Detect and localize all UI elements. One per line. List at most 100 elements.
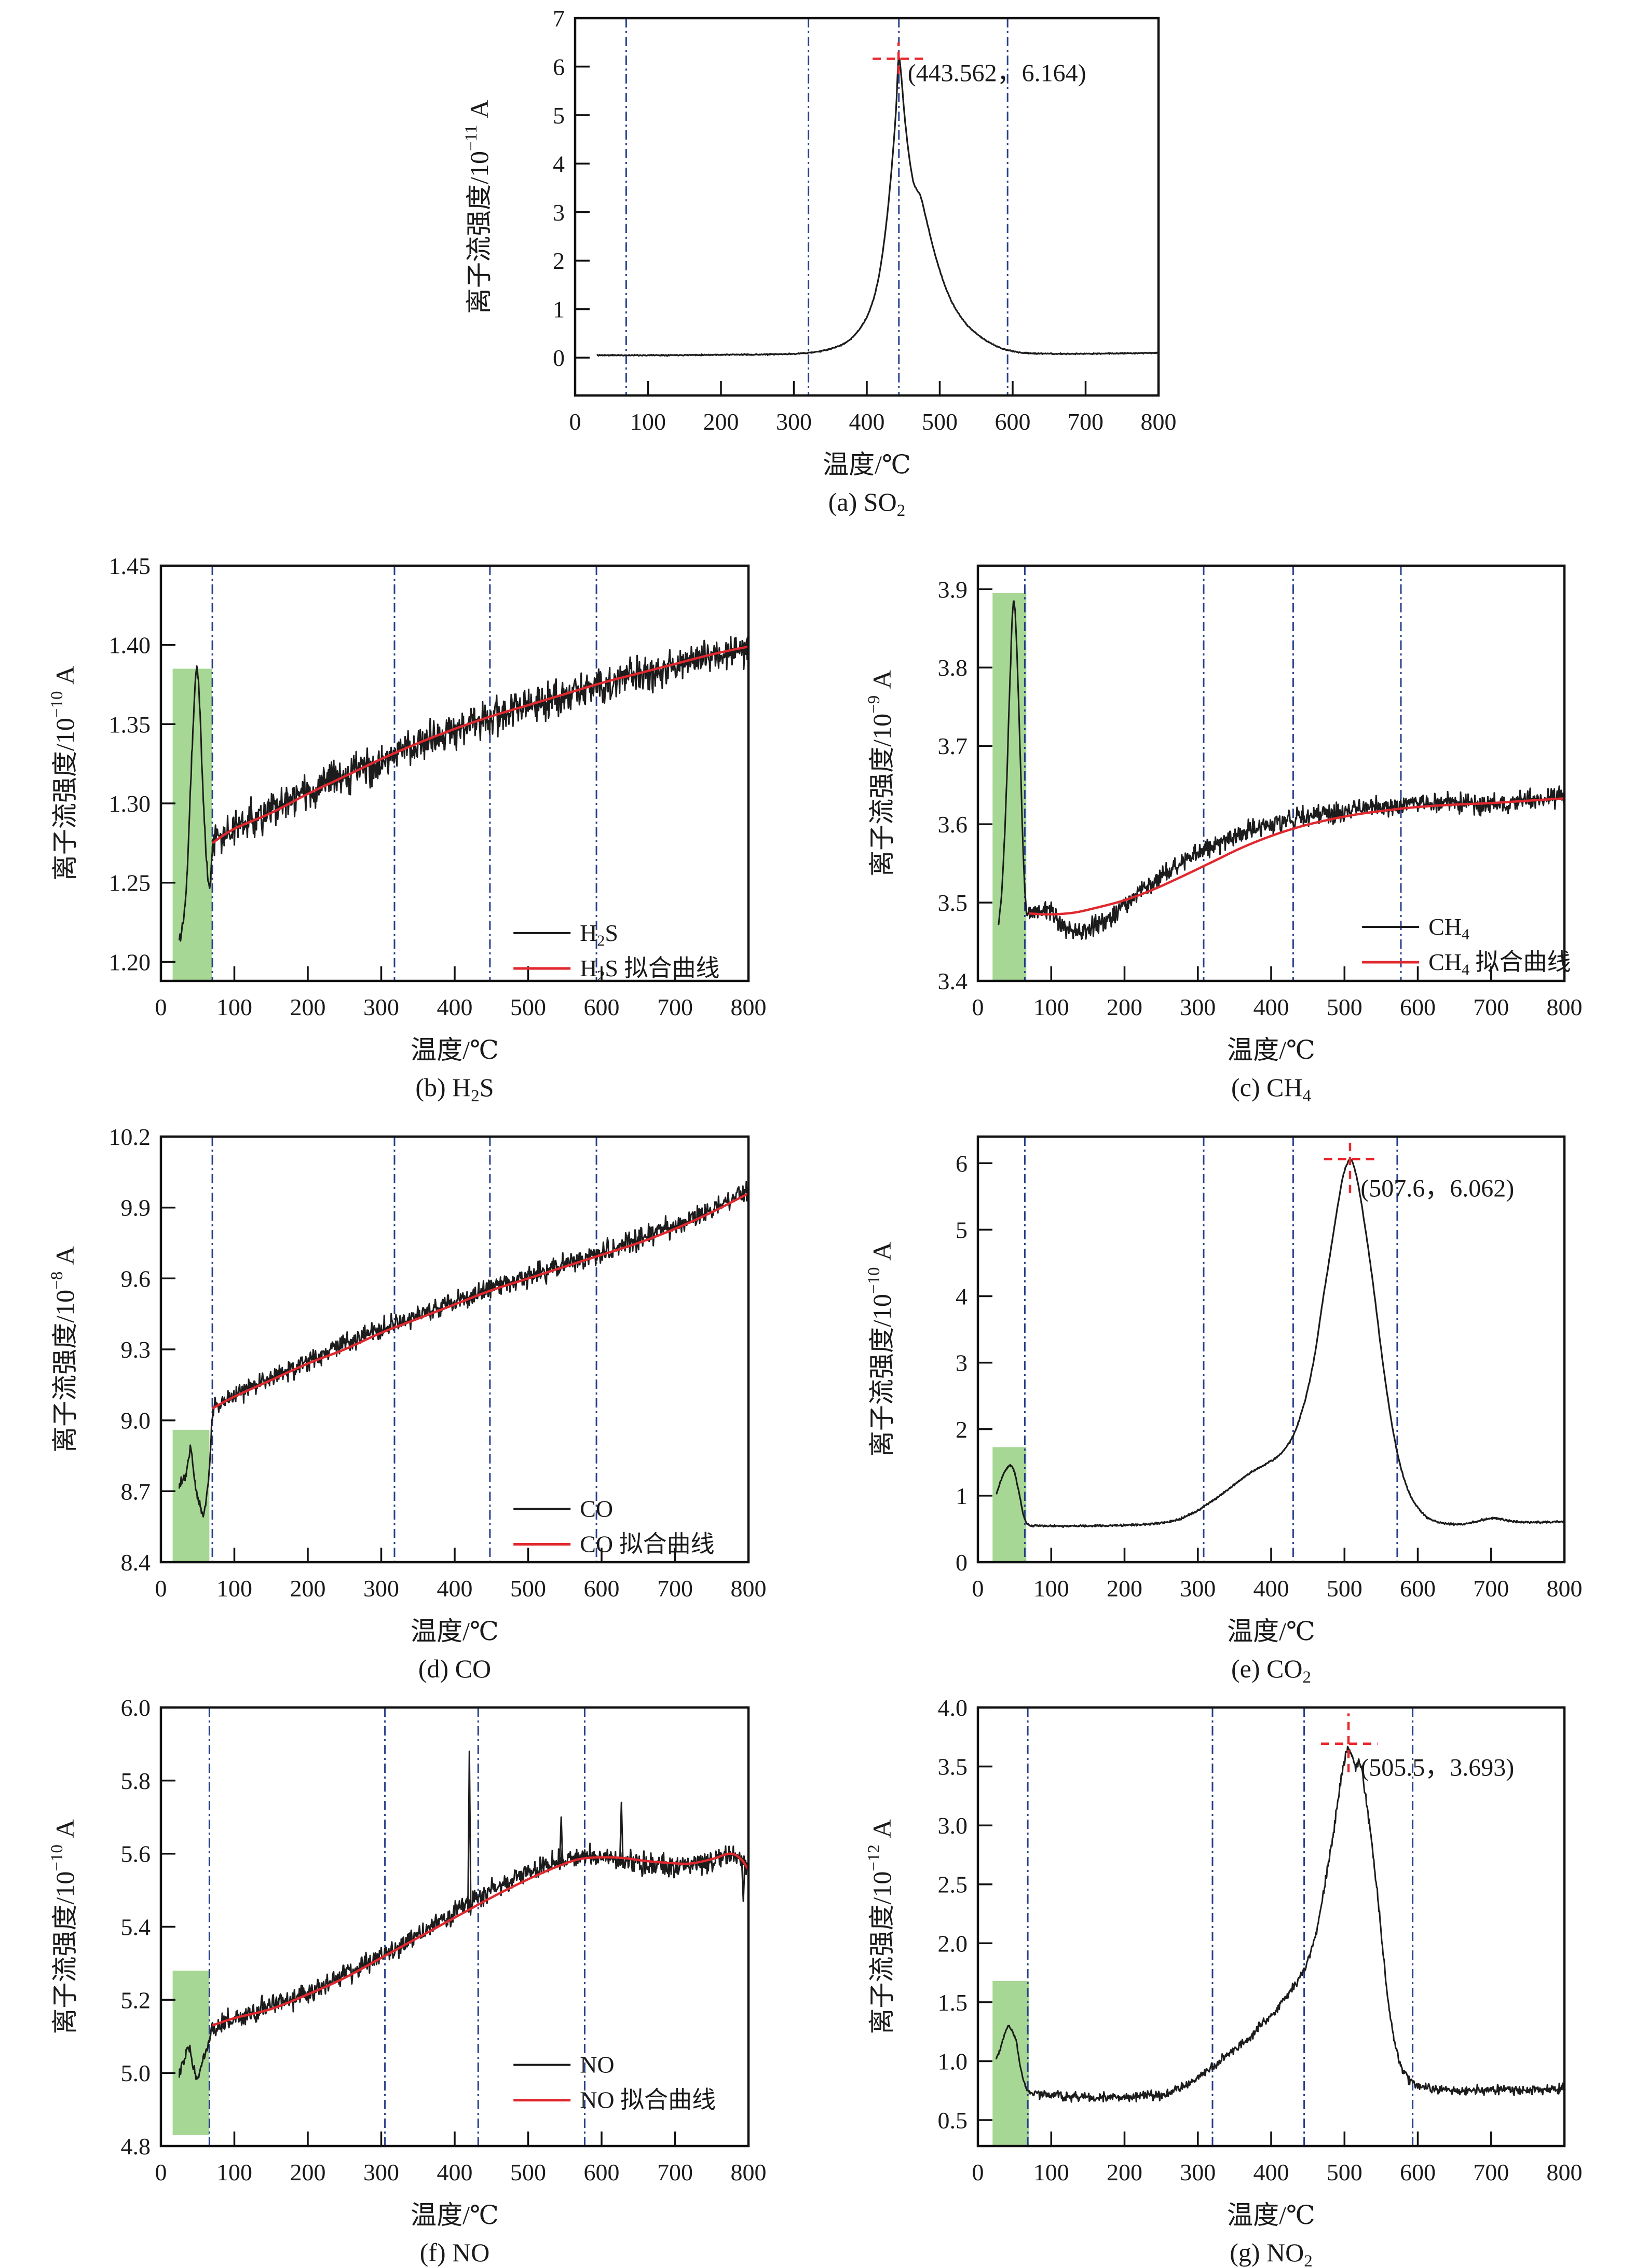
subplot-caption: (a) SO2 <box>828 487 905 520</box>
x-tick-label: 0 <box>155 994 167 1020</box>
x-tick-label: 800 <box>1547 1575 1583 1602</box>
x-tick-label: 200 <box>290 994 326 1020</box>
chart-d: 0 100 200 300 400 500 600 700 800 8.4 8.7 9.0 9.3 9.6… <box>48 1124 767 1683</box>
subplot-caption: (g) NO2 <box>1230 2238 1313 2268</box>
peak-annotation: (507.6，6.062) <box>1324 1138 1514 1202</box>
series-CO2-curve <box>996 1157 1564 1528</box>
subplot-caption: (b) H2S <box>415 1073 494 1105</box>
x-tick-label: 400 <box>437 1575 473 1602</box>
x-tick-label: 600 <box>584 994 620 1020</box>
x-tick-label: 300 <box>776 408 812 435</box>
peak-annotation-label: (443.562，6.164) <box>908 60 1086 87</box>
x-axis-title: 温度/℃ <box>823 450 911 479</box>
x-axis-title: 温度/℃ <box>411 2201 499 2230</box>
x-tick-label: 0 <box>155 2159 167 2185</box>
y-tick-label: 6 <box>553 53 565 80</box>
legend-label: NO <box>580 2052 614 2078</box>
chart-c: 0 100 200 300 400 500 600 700 800 3.4 3.5 3.6 3.7 3.8… <box>865 564 1583 1105</box>
y-tick-label: 5.4 <box>121 1914 151 1941</box>
x-tick-label: 400 <box>1254 2159 1289 2185</box>
legend-label: CH4 拟合曲线 <box>1428 949 1571 978</box>
chart-g: 0 100 200 300 400 500 600 700 800 0.5 1.0 1.5 2.0 2.5… <box>865 1695 1583 2268</box>
axes-frame <box>159 1135 750 1564</box>
x-tick-label: 500 <box>510 2159 546 2185</box>
x-tick-label: 600 <box>995 408 1031 435</box>
y-tick-label: 1.30 <box>109 790 151 817</box>
x-tick-label: 700 <box>657 994 693 1020</box>
y-axis-title: 离子流强度/10−11 A <box>462 100 494 314</box>
series-CO-curve <box>178 1180 748 1518</box>
y-tick-label: 3.8 <box>938 654 968 681</box>
y-tick-label: 4 <box>956 1283 968 1310</box>
y-axis-title: 离子流强度/10−12 A <box>865 1819 896 2034</box>
y-tick-label: 8.7 <box>121 1478 151 1505</box>
x-tick-label: 100 <box>216 2159 252 2185</box>
x-tick-label: 500 <box>1327 2159 1363 2185</box>
y-tick-label: 5.0 <box>121 2060 151 2086</box>
peak-annotation: (505.5，3.693) <box>1321 1713 1514 1782</box>
x-tick-label: 800 <box>731 1575 767 1602</box>
x-tick-label: 100 <box>216 994 252 1020</box>
y-axis-title: 离子流强度/10−8 A <box>48 1246 79 1453</box>
plot-no2: 0 100 200 300 400 500 600 700 800 0.5 1.0 1.5 2.0 2.5… <box>838 1695 1585 2268</box>
legend: H2S H2S 拟合曲线 <box>513 920 720 985</box>
y-tick-label: 4 <box>553 151 565 177</box>
legend: CO CO 拟合曲线 <box>513 1496 715 1557</box>
x-tick-label: 400 <box>1254 1575 1289 1602</box>
x-tick-label: 600 <box>584 2159 620 2185</box>
x-tick-label: 300 <box>363 1575 399 1602</box>
x-tick-label: 200 <box>1107 1575 1142 1602</box>
y-tick-label: 1.25 <box>109 870 151 896</box>
y-tick-label: 6 <box>956 1150 968 1177</box>
legend-label: CO <box>580 1496 613 1522</box>
y-tick-label: 2.5 <box>938 1871 968 1898</box>
x-tick-label: 300 <box>363 994 399 1020</box>
x-tick-label: 0 <box>155 1575 167 1602</box>
y-axis-title: 离子流强度/10−10 A <box>48 666 79 881</box>
y-tick-label: 2 <box>956 1416 968 1443</box>
x-axis-title: 温度/℃ <box>411 1035 499 1064</box>
y-tick-label: 5 <box>553 102 565 129</box>
x-tick-label: 700 <box>657 2159 693 2185</box>
x-tick-label: 500 <box>510 994 546 1020</box>
x-axis-title: 温度/℃ <box>1227 1035 1315 1064</box>
y-tick-label: 1.40 <box>109 632 151 659</box>
x-tick-label: 300 <box>363 2159 399 2185</box>
y-tick-label: 3.9 <box>938 576 968 603</box>
y-tick-label: 5 <box>956 1217 968 1243</box>
series-NO-fit-fit-curve <box>212 1852 748 2027</box>
y-tick-label: 1 <box>553 296 565 323</box>
y-tick-label: 1.0 <box>938 2048 968 2075</box>
legend-label: H2S 拟合曲线 <box>580 955 719 985</box>
x-tick-label: 100 <box>630 408 666 435</box>
x-tick-label: 800 <box>1141 408 1177 435</box>
y-tick-label: 4.8 <box>121 2133 151 2160</box>
y-tick-label: 2.0 <box>938 1930 968 1957</box>
legend-label: CO 拟合曲线 <box>580 1531 714 1557</box>
chart-a: 0 100 200 300 400 500 600 700 800 0 1 2 3 4 5 6 7 离子流强度/1… <box>462 5 1177 520</box>
peak-annotation: (443.562，6.164) <box>873 42 1086 87</box>
series-SO2-curve <box>596 57 1159 357</box>
x-tick-label: 200 <box>290 2159 326 2185</box>
x-tick-label: 800 <box>731 2159 767 2185</box>
subplot-caption: (d) CO <box>418 1654 491 1683</box>
peak-annotation-label: (505.5，3.693) <box>1360 1754 1514 1782</box>
y-tick-label: 3.4 <box>938 968 968 994</box>
x-tick-label: 600 <box>1400 1575 1436 1602</box>
x-tick-label: 800 <box>731 994 767 1020</box>
x-tick-label: 100 <box>1033 1575 1069 1602</box>
subplot-caption: (c) CH4 <box>1231 1073 1311 1105</box>
series-H2S-curve <box>178 631 748 942</box>
x-tick-label: 700 <box>1068 408 1103 435</box>
x-tick-label: 0 <box>972 994 984 1020</box>
y-tick-label: 5.6 <box>121 1841 151 1867</box>
series-CH4-fit-fit-curve <box>1029 797 1564 916</box>
y-tick-label: 3.5 <box>938 1754 968 1780</box>
y-tick-label: 3.0 <box>938 1812 968 1839</box>
highlight-region <box>172 668 212 981</box>
x-tick-label: 700 <box>1473 2159 1509 2185</box>
legend-label: H2S <box>580 920 618 949</box>
y-tick-label: 3 <box>956 1350 968 1376</box>
y-tick-label: 3 <box>553 199 565 226</box>
x-tick-label: 200 <box>703 408 739 435</box>
